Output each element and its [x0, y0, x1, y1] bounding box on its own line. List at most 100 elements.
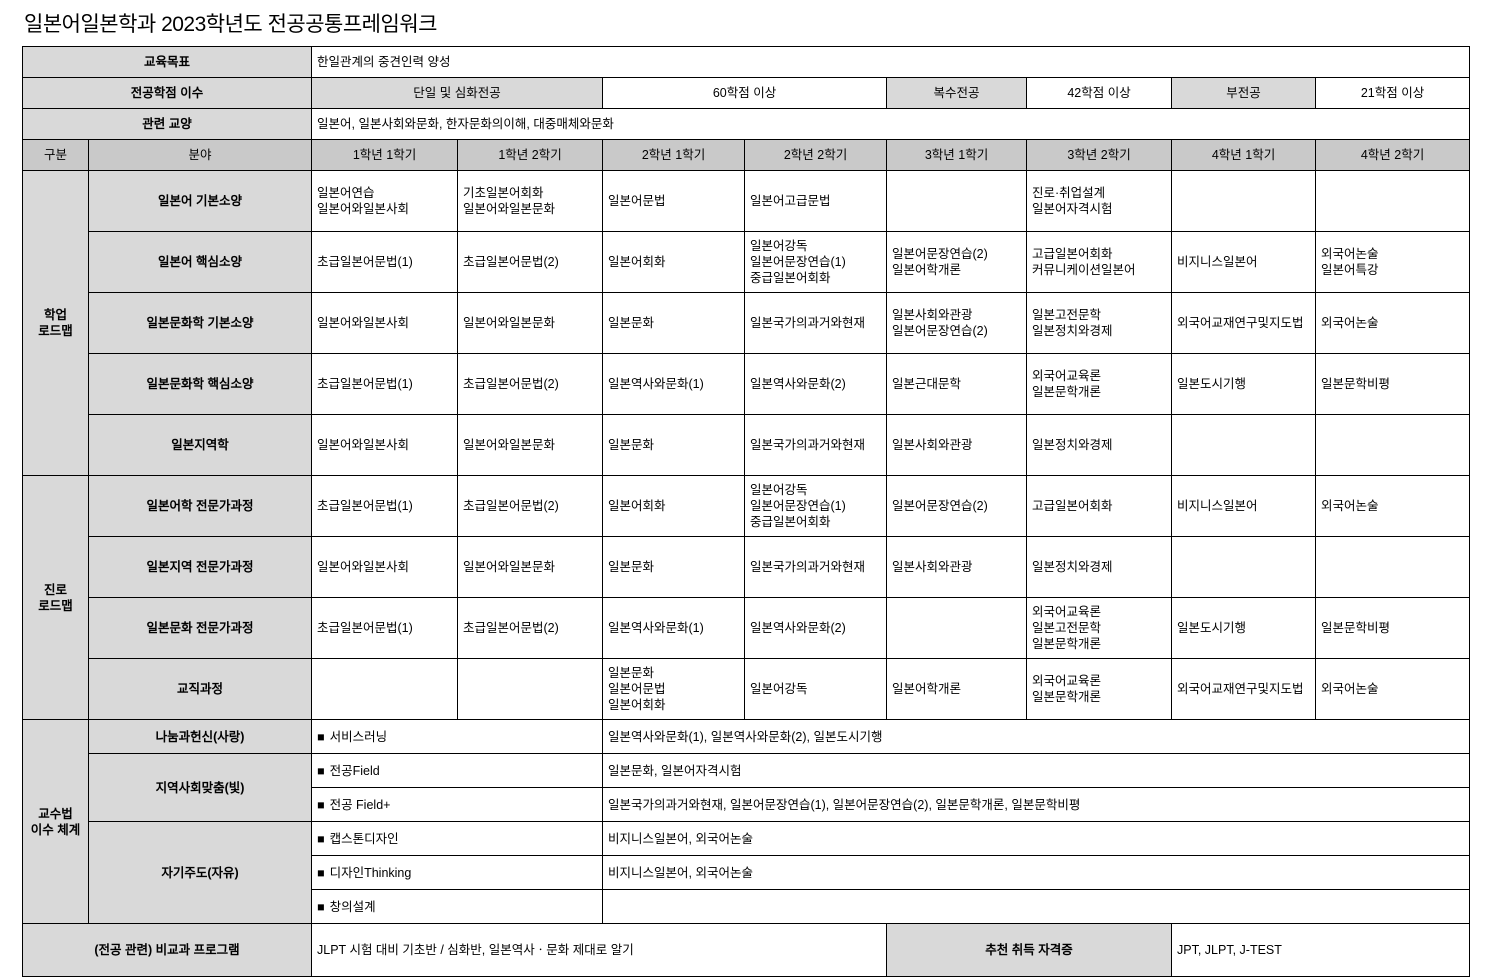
course-item: 외국어교육론 [1032, 674, 1102, 688]
method-label: 서비스러닝 [329, 729, 388, 744]
education-goal-value: 한일관계의 중견인력 양성 [311, 46, 1471, 78]
teaching-group-label: 나눔과헌신(사랑) [87, 719, 313, 754]
credit-track-single: 단일 및 심화전공 [311, 77, 604, 109]
course-cell: 일본어학개론 [886, 658, 1028, 720]
related-liberal-value: 일본어, 일본사회와문화, 한자문화의이해, 대중매체와문화 [311, 108, 1471, 140]
course-item: 일본문화 [608, 560, 655, 574]
course-item: 일본어강독 [750, 682, 808, 696]
course-item: 일본어문법 [608, 194, 666, 208]
credit-amount-single: 60학점 이상 [602, 77, 888, 109]
course-item: 커뮤니케이션일본어 [1032, 263, 1136, 277]
course-item: 일본어문장연습(2) [892, 324, 988, 338]
course-item: 초급일본어문법(1) [317, 621, 413, 635]
course-cell: 초급일본어문법(2) [457, 231, 604, 293]
course-item: 일본어와일본사회 [317, 316, 410, 330]
course-cell: 외국어논술 [1315, 475, 1471, 537]
col-header-term-4-1: 4학년 1학기 [1171, 139, 1317, 171]
row-education-goal: 교육목표 한일관계의 중견인력 양성 [21, 46, 1471, 78]
table-row: 일본문화학 핵심소양 초급일본어문법(1) 초급일본어문법(2) 일본역사와문화… [23, 353, 1471, 415]
course-item: 일본어문장연습(1) [750, 499, 846, 513]
course-cell: 일본국가의과거와현재 [744, 414, 888, 476]
course-cell: 일본국가의과거와현재 [744, 536, 888, 598]
course-cell: 외국어논술 일본어특강 [1315, 231, 1471, 293]
teaching-method-courses: 일본국가의과거와현재, 일본어문장연습(1), 일본어문장연습(2), 일본문학… [602, 787, 1471, 822]
section-label-line-1: 교수법 [38, 806, 73, 821]
teaching-method-courses: 비지니스일본어, 외국어논술 [602, 855, 1471, 890]
framework-table: 교육목표 한일관계의 중견인력 양성 전공학점 이수 단일 및 심화전공 60학… [21, 46, 1471, 977]
section-label-line-2: 로드맵 [38, 598, 73, 613]
course-cell: 외국어교육론 일본고전문학 일본문학개론 [1026, 597, 1173, 659]
course-item: 외국어논술 [1321, 316, 1379, 330]
course-cell: 일본근대문학 [886, 353, 1028, 415]
course-cell: 일본역사와문화(1) [602, 353, 746, 415]
course-cell: 일본정치와경제 [1026, 536, 1173, 598]
table-row: 교직과정 일본문화 일본어문법 일본어회화 일본어강독 일본어학개론 외국어교육… [23, 658, 1471, 720]
course-cell: 초급일본어문법(2) [457, 597, 604, 659]
course-cell: 기초일본어회화 일본어와일본문화 [457, 170, 604, 232]
course-cell: 일본어와일본사회 [311, 292, 459, 354]
section-label-line-3: 체계 [57, 822, 81, 837]
course-item: 일본문학개론 [1032, 385, 1102, 399]
certificate-label: 추천 취득 자격증 [886, 923, 1173, 977]
course-cell: 초급일본어문법(2) [457, 353, 604, 415]
section-label-teaching-system: 교수법 이수 체계 [22, 719, 89, 924]
teaching-method-name: ■ 캡스톤디자인 [311, 821, 604, 856]
course-cell: 초급일본어문법(1) [311, 231, 459, 293]
course-cell: 비지니스일본어 [1171, 475, 1317, 537]
field-label: 일본문화학 핵심소양 [87, 353, 313, 415]
col-header-term-4-2: 4학년 2학기 [1315, 139, 1471, 171]
course-cell: 외국어논술 [1315, 658, 1471, 720]
row-related-liberal-arts: 관련 교양 일본어, 일본사회와문화, 한자문화의이해, 대중매체와문화 [21, 108, 1471, 140]
course-cell: 일본어연습 일본어와일본사회 [311, 170, 459, 232]
course-cell: 일본정치와경제 [1026, 414, 1173, 476]
course-item: 일본어자격시험 [1032, 202, 1113, 216]
course-item: 초급일본어문법(2) [463, 377, 559, 391]
course-item: 일본어고급문법 [750, 194, 831, 208]
education-goal-label: 교육목표 [21, 46, 313, 78]
course-item: 일본어연습 [317, 186, 375, 200]
section-label-line-1: 진로 [43, 582, 67, 597]
course-cell: 초급일본어문법(1) [311, 353, 459, 415]
course-cell: 일본어문장연습(2) [886, 475, 1028, 537]
course-item: 진로·취업설계 [1032, 186, 1106, 200]
col-header-term-1-1: 1학년 1학기 [311, 139, 459, 171]
table-row: 교수법 이수 체계 나눔과헌신(사랑) ■ 서비스러닝 일본역사와문화(1), 일… [22, 719, 1471, 924]
course-cell: 초급일본어문법(1) [311, 597, 459, 659]
table-row: 일본지역학 일본어와일본사회 일본어와일본문화 일본문화 일본국가의과거와현재 … [23, 414, 1471, 476]
teaching-method-courses: 일본문화, 일본어자격시험 [602, 753, 1471, 788]
course-item: 일본어문장연습(2) [892, 499, 988, 513]
course-item: 중급일본어회화 [750, 515, 831, 529]
course-cell: 일본사회와관광 일본어문장연습(2) [886, 292, 1028, 354]
teaching-method-name: ■ 전공Field [311, 753, 604, 788]
course-item: 일본문학개론 [1032, 637, 1102, 651]
table-row: 일본문화학 기본소양 일본어와일본사회 일본어와일본문화 일본문화 일본국가의과… [23, 292, 1471, 354]
course-item: 일본정치와경제 [1032, 560, 1113, 574]
course-cell: 일본어와일본사회 [311, 414, 459, 476]
course-item: 일본문화 [608, 316, 655, 330]
course-cell: 일본도시기행 [1171, 353, 1317, 415]
page-title: 일본어일본학과 2023학년도 전공공통프레임워크 [24, 13, 437, 36]
row-major-credits: 전공학점 이수 단일 및 심화전공 60학점 이상 복수전공 42학점 이상 부… [21, 77, 1471, 109]
field-label: 일본어학 전문가과정 [87, 475, 313, 537]
teaching-method-courses: 일본역사와문화(1), 일본역사와문화(2), 일본도시기행 [602, 719, 1471, 754]
method-label: 캡스톤디자인 [329, 831, 399, 846]
course-cell: 외국어논술 [1315, 292, 1471, 354]
field-label: 일본문화 전문가과정 [87, 597, 313, 659]
course-cell: 일본고전문학 일본정치와경제 [1026, 292, 1173, 354]
teaching-group-label: 자기주도(자유) [87, 821, 313, 924]
bullet-square-icon: ■ [317, 729, 325, 744]
major-credits-label: 전공학점 이수 [21, 77, 313, 109]
course-cell: 일본문학비평 [1315, 353, 1471, 415]
course-cell [1171, 414, 1317, 476]
course-item: 일본역사와문화(1) [608, 621, 704, 635]
course-item: 초급일본어문법(1) [317, 499, 413, 513]
course-item: 일본사회와관광 [892, 308, 973, 322]
col-header-division: 구분 [22, 139, 89, 171]
page-root: 일본어일본학과 2023학년도 전공공통프레임워크 교육목표 한일관계의 중견인… [21, 13, 1471, 977]
course-item: 일본사회와관광 [892, 438, 973, 452]
course-item: 초급일본어문법(2) [463, 499, 559, 513]
course-cell: 일본역사와문화(2) [744, 597, 888, 659]
field-label: 일본문화학 기본소양 [87, 292, 313, 354]
related-liberal-label: 관련 교양 [21, 108, 313, 140]
course-cell [1315, 414, 1471, 476]
